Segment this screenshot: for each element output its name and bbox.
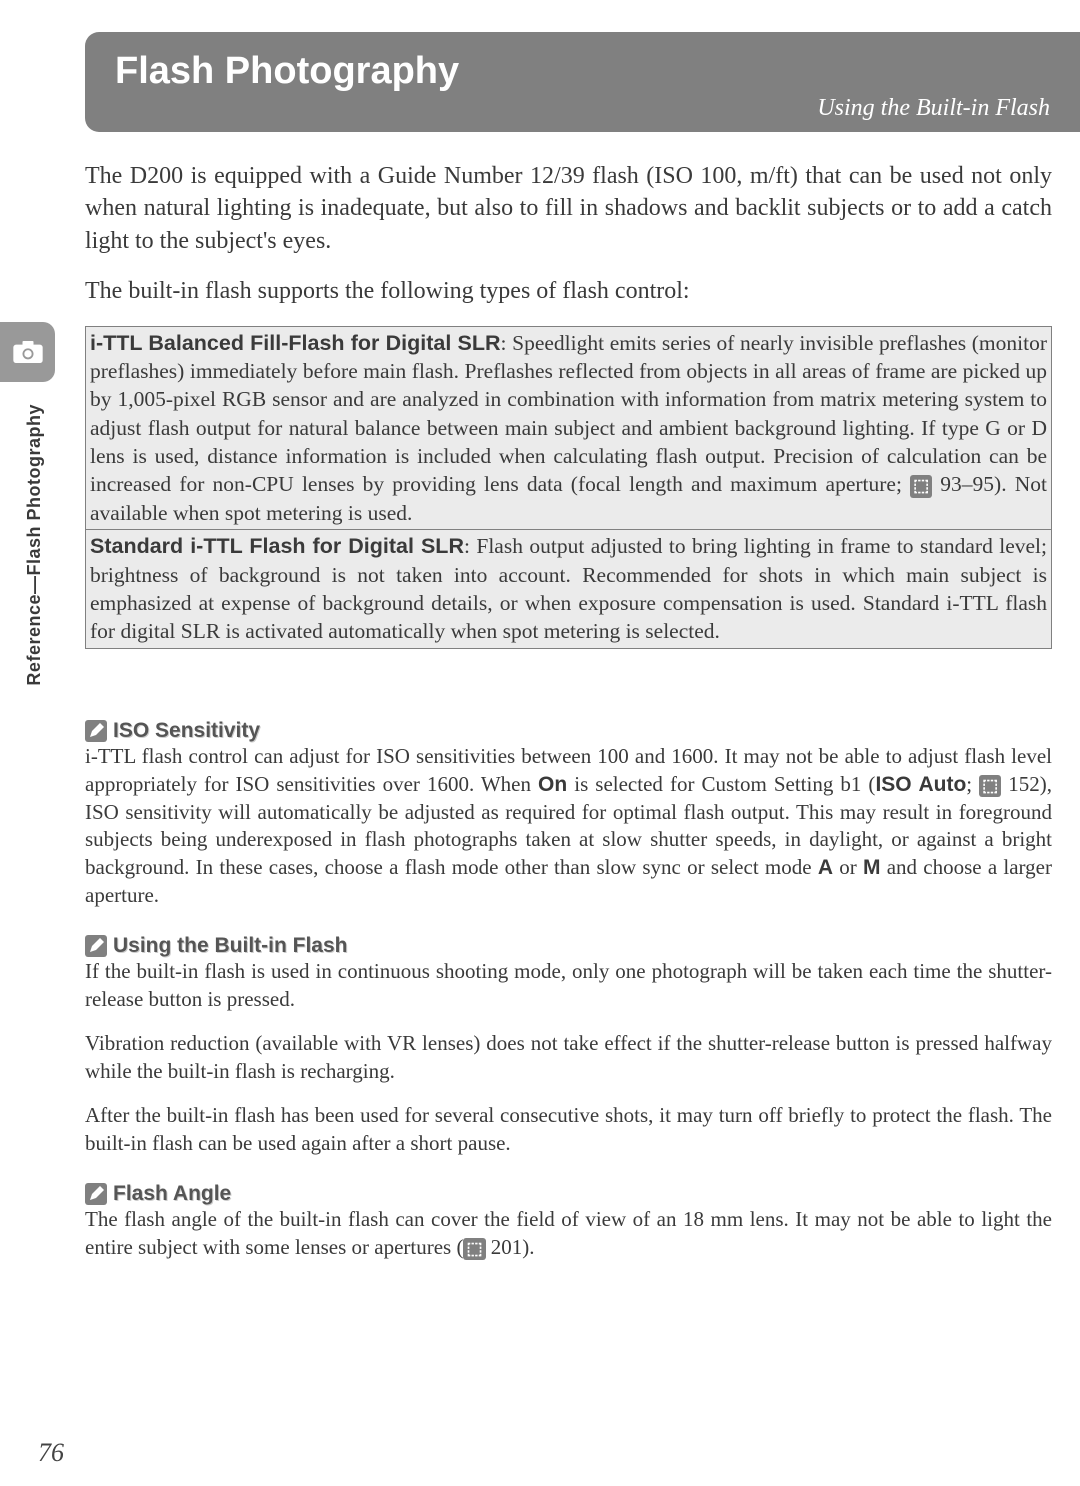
builtin-para3: After the built-in flash has been used f… xyxy=(85,1102,1052,1158)
page-ref-icon: ⬚ xyxy=(910,475,932,497)
page-content: The D200 is equipped with a Guide Number… xyxy=(85,160,1052,1262)
chapter-header: Flash Photography Using the Built-in Fla… xyxy=(85,32,1080,132)
ittl-balanced-ref: 93–95 xyxy=(940,472,994,496)
chapter-subtitle: Using the Built-in Flash xyxy=(115,95,1050,122)
flash-angle-body: The flash angle of the built-in flash ca… xyxy=(85,1206,1052,1262)
builtin-para2: Vibration reduction (available with VR l… xyxy=(85,1030,1052,1086)
camera-icon xyxy=(13,341,43,363)
side-tab xyxy=(0,322,55,382)
builtin-para1: If the built-in flash is used in continu… xyxy=(85,958,1052,1014)
flash-angle-note: Flash Angle The flash angle of the built… xyxy=(85,1182,1052,1262)
page-ref-icon: ⬚ xyxy=(979,775,1001,797)
standard-ittl-box: Standard i-TTL Flash for Digital SLR: Fl… xyxy=(85,529,1052,649)
page-number: 76 xyxy=(38,1438,64,1468)
ittl-balanced-lead: i-TTL Balanced Fill-Flash for Digital SL… xyxy=(90,331,501,355)
builtin-flash-note: Using the Built-in Flash If the built-in… xyxy=(85,934,1052,1158)
pencil-icon xyxy=(85,720,107,742)
builtin-note-title: Using the Built-in Flash xyxy=(113,934,348,958)
standard-ittl-lead: Standard i-TTL Flash for Digital SLR xyxy=(90,534,464,558)
page-ref-icon: ⬚ xyxy=(463,1238,485,1260)
iso-note-title: ISO Sensitivity xyxy=(113,719,260,743)
iso-sensitivity-note: ISO Sensitivity i-TTL flash control can … xyxy=(85,719,1052,911)
iso-note-body: i-TTL flash control can adjust for ISO s… xyxy=(85,743,1052,911)
intro-paragraph-1: The D200 is equipped with a Guide Number… xyxy=(85,160,1052,257)
pencil-icon xyxy=(85,1183,107,1205)
flash-angle-title: Flash Angle xyxy=(113,1182,231,1206)
ittl-balanced-text-1: : Speedlight emits series of nearly invi… xyxy=(90,331,1047,497)
pencil-icon xyxy=(85,935,107,957)
ittl-balanced-box: i-TTL Balanced Fill-Flash for Digital SL… xyxy=(85,326,1052,530)
vertical-section-label: Reference—Flash Photography xyxy=(24,404,45,686)
chapter-title: Flash Photography xyxy=(115,50,1050,93)
intro-paragraph-2: The built-in flash supports the followin… xyxy=(85,275,1052,307)
